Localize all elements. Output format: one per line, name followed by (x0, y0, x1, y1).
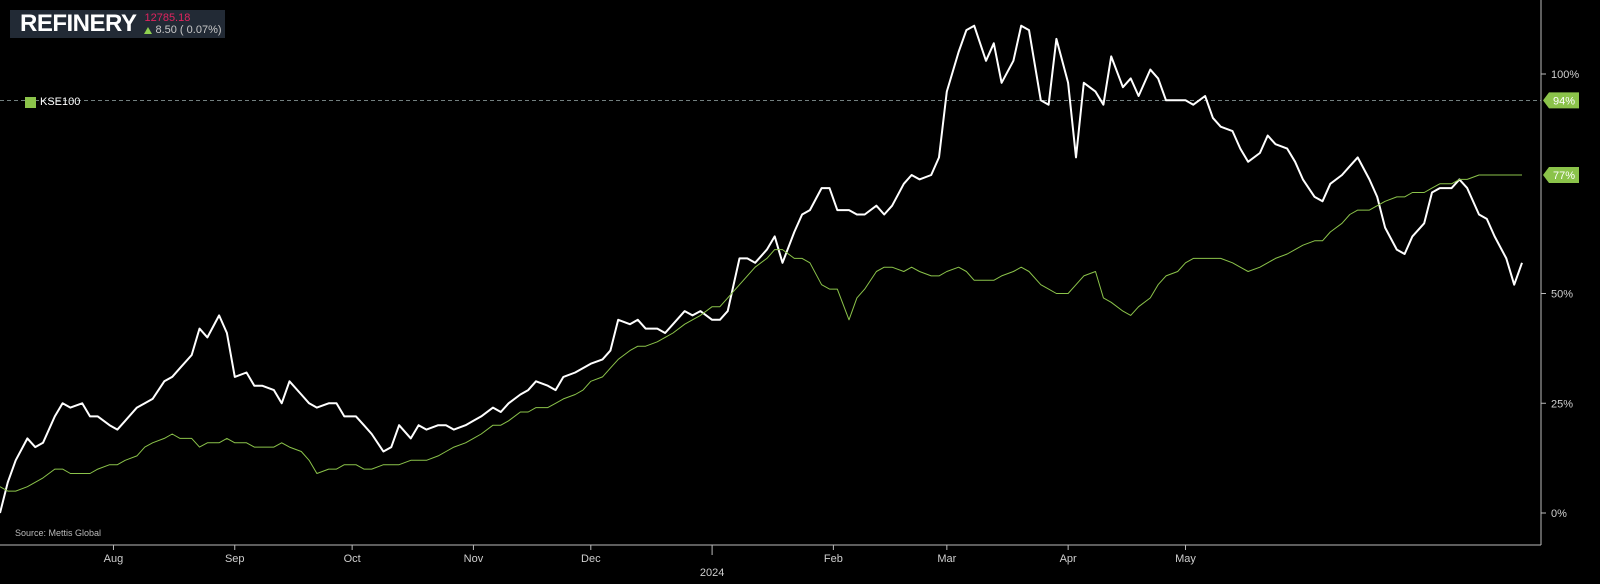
x-tick-label: Sep (225, 553, 245, 565)
series-line-refinery (0, 24, 1523, 514)
legend-label: KSE100 (40, 96, 81, 108)
change-row: 8.50 ( 0.07%) (144, 24, 222, 36)
end-label-text: 77% (1553, 170, 1575, 182)
x-tick-label: Apr (1060, 553, 1077, 565)
price-value: 12785.18 (144, 12, 191, 24)
x-tick-label: Nov (464, 553, 484, 565)
x-tick-label: Mar (937, 553, 956, 565)
series-line-kse100 (0, 174, 1522, 492)
y-tick-label: 0% (1551, 508, 1567, 520)
x-tick-label: May (1175, 553, 1196, 565)
quote-box: 12785.18 8.50 ( 0.07%) (144, 12, 222, 36)
end-label-badge (1543, 166, 1579, 183)
x-tick-label: Oct (344, 553, 361, 565)
ticker-header: REFINERY 12785.18 8.50 ( 0.07%) (10, 10, 225, 38)
x-tick-label: Feb (824, 553, 843, 565)
ticker-symbol: REFINERY (20, 10, 137, 37)
end-label-text: 94% (1553, 95, 1575, 107)
y-tick-label: 100% (1551, 69, 1579, 81)
x-tick-label: 2024 (700, 567, 724, 579)
x-tick-label: Dec (581, 553, 601, 565)
y-tick-label: 50% (1551, 289, 1573, 301)
end-label-badge (1543, 92, 1579, 109)
y-tick-label: 25% (1551, 398, 1573, 410)
legend-swatch (25, 96, 36, 108)
source-note: Source: Mettis Global (15, 528, 102, 538)
change-value: 8.50 ( 0.07%) (155, 24, 222, 36)
x-tick-label: Aug (104, 553, 124, 565)
up-arrow-icon (144, 26, 153, 34)
legend[interactable]: KSE100 (25, 96, 80, 108)
